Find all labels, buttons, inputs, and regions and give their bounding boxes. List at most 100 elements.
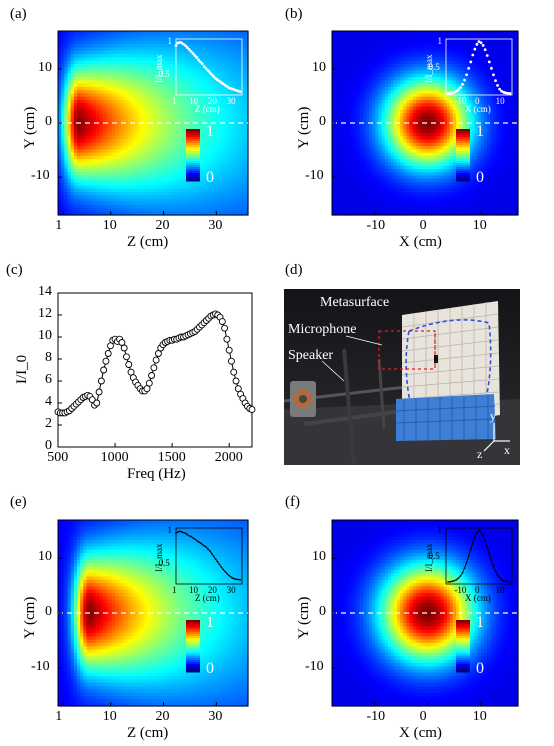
heatmap-cell xyxy=(409,96,414,101)
heatmap-cell xyxy=(213,162,217,167)
heatmap-cell xyxy=(409,37,414,42)
heatmap-cell xyxy=(238,96,243,101)
heatmap-cell xyxy=(102,178,107,183)
heatmap-cell xyxy=(156,47,160,52)
heatmap-cell xyxy=(200,31,205,35)
heatmap-cell xyxy=(165,185,170,190)
heatmap-cell xyxy=(338,77,342,81)
heatmap-cell xyxy=(70,182,75,187)
heatmap-cell xyxy=(96,162,100,167)
heatmap-cell xyxy=(121,132,126,137)
heatmap-cell xyxy=(118,139,122,144)
heatmap-cell xyxy=(134,165,138,170)
heatmap-cell xyxy=(121,182,126,187)
heatmap-cell xyxy=(83,40,88,45)
heatmap-cell xyxy=(86,188,91,193)
heatmap-cell xyxy=(241,63,246,68)
heatmap-cell xyxy=(344,198,349,203)
heatmap-cell xyxy=(210,198,214,203)
heatmap-cell xyxy=(332,50,336,55)
heatmap-cell xyxy=(156,44,160,49)
heatmap-cell xyxy=(338,96,342,101)
heatmap-cell xyxy=(83,132,88,137)
heatmap-cell xyxy=(335,90,339,95)
heatmap-cell xyxy=(115,182,119,187)
heatmap-cell xyxy=(366,37,370,42)
heatmap-cell xyxy=(80,142,84,147)
heatmap-cell xyxy=(372,54,376,58)
heatmap-cell xyxy=(359,67,364,72)
heatmap-cell xyxy=(61,86,65,91)
heatmap-cell xyxy=(384,201,389,206)
heatmap-cell xyxy=(96,106,100,111)
inset-data-point xyxy=(199,60,202,64)
heatmap-cell xyxy=(58,54,62,58)
heatmap-cell xyxy=(96,90,100,95)
heatmap-cell xyxy=(175,77,179,81)
heatmap-cell xyxy=(168,159,173,164)
heatmap-cell xyxy=(210,152,214,157)
heatmap-cell xyxy=(146,67,151,72)
heatmap-cell xyxy=(366,152,370,157)
heatmap-cell xyxy=(105,146,110,150)
heatmap-cell xyxy=(378,126,383,131)
heatmap-cell xyxy=(350,113,355,118)
heatmap-cell xyxy=(200,60,205,65)
heatmap-cell xyxy=(219,192,224,196)
heatmap-cell xyxy=(67,185,72,190)
heatmap-cell xyxy=(400,63,404,68)
heatmap-cell xyxy=(238,80,243,85)
heatmap-cell xyxy=(175,119,179,124)
heatmap-cell xyxy=(64,50,69,55)
heatmap-cell xyxy=(400,195,404,200)
heatmap-cell xyxy=(356,67,361,72)
heatmap-cell xyxy=(232,90,236,95)
heatmap-cell xyxy=(80,67,84,72)
heatmap-cell xyxy=(61,67,65,72)
heatmap-cell xyxy=(400,155,404,160)
heatmap-cell xyxy=(244,211,249,216)
heatmap-cell xyxy=(397,129,401,134)
heatmap-cell xyxy=(363,136,367,141)
heatmap-cell xyxy=(372,178,376,183)
heatmap-cell xyxy=(241,37,246,42)
heatmap-cell xyxy=(83,192,88,196)
heatmap-cell xyxy=(372,208,376,213)
heatmap-cell xyxy=(375,123,380,127)
heatmap-cell xyxy=(58,175,62,180)
heatmap-cell xyxy=(350,119,355,124)
heatmap-cell xyxy=(102,201,107,206)
heatmap-cell xyxy=(70,132,75,137)
heatmap-cell xyxy=(375,182,380,187)
heatmap-cell xyxy=(341,63,345,68)
heatmap-cell xyxy=(397,67,401,72)
heatmap-cell xyxy=(372,172,376,177)
heatmap-cell xyxy=(124,50,129,55)
heatmap-cell xyxy=(67,83,72,88)
heatmap-cell xyxy=(64,90,69,95)
heatmap-cell xyxy=(70,60,75,65)
heatmap-cell xyxy=(216,116,221,121)
heatmap-cell xyxy=(353,142,358,147)
heatmap-cell xyxy=(187,201,192,206)
heatmap-cell xyxy=(102,100,107,104)
heatmap-cell xyxy=(83,93,88,98)
heatmap-cell xyxy=(232,146,236,150)
heatmap-cell xyxy=(80,31,84,35)
heatmap-cell xyxy=(181,178,186,183)
heatmap-cell xyxy=(375,63,380,68)
heatmap-cell xyxy=(219,83,224,88)
heatmap-cell xyxy=(156,185,160,190)
heatmap-cell xyxy=(350,155,355,160)
heatmap-cell xyxy=(406,195,411,200)
colorbar-segment xyxy=(186,131,200,134)
heatmap-cell xyxy=(359,70,364,75)
heatmap-cell xyxy=(111,106,116,111)
heatmap-cell xyxy=(412,123,417,127)
heatmap-cell xyxy=(118,100,122,104)
heatmap-cell xyxy=(238,162,243,167)
heatmap-cell xyxy=(372,165,376,170)
heatmap-cell xyxy=(412,198,417,203)
heatmap-cell xyxy=(359,165,364,170)
heatmap-cell xyxy=(332,169,336,173)
